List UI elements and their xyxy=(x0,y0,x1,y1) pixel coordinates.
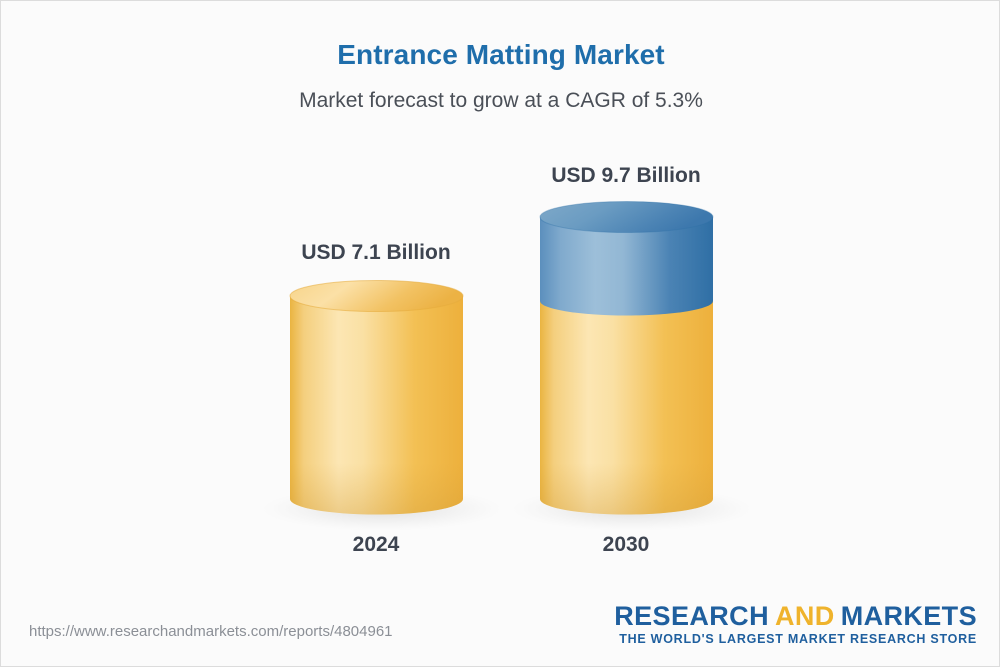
brand-tagline: THE WORLD'S LARGEST MARKET RESEARCH STOR… xyxy=(619,632,977,647)
bar-2024-segment-base-cap xyxy=(290,280,463,312)
bar-2024-value-label: USD 7.1 Billion xyxy=(301,241,451,264)
source-url[interactable]: https://www.researchandmarkets.com/repor… xyxy=(29,623,393,640)
bar-2024-cap-edge xyxy=(289,280,464,312)
bar-2030-bottom-shade xyxy=(540,463,713,515)
bar-2024-bottom-shade xyxy=(290,463,463,515)
research-and-markets-logo[interactable]: RESEARCH AND MARKETS THE WORLD'S LARGEST M… xyxy=(614,602,977,647)
brand-wordmark: RESEARCH AND MARKETS xyxy=(614,602,977,630)
bar-2030-cap-edge xyxy=(539,201,714,233)
chart-subtitle: Market forecast to grow at a CAGR of 5.3… xyxy=(299,89,703,112)
bar-2024-segment-base-body xyxy=(290,296,463,515)
page-title: Entrance Matting Market xyxy=(337,39,665,70)
bar-2030-value-label: USD 9.7 Billion xyxy=(551,164,701,187)
bar-2030-segment-base-body xyxy=(540,301,713,515)
bar-2030-segment-growth-body xyxy=(540,217,713,316)
brand-word-markets: MARKETS xyxy=(840,601,977,631)
brand-word-research: RESEARCH xyxy=(614,601,769,631)
bar-2024[interactable] xyxy=(262,280,502,532)
bar-2030-segment-growth-cap xyxy=(540,201,713,233)
bar-2030[interactable] xyxy=(512,201,752,532)
category-label-2024: 2024 xyxy=(352,533,400,556)
brand-word-and: AND xyxy=(774,601,835,631)
category-label-2030: 2030 xyxy=(602,533,650,556)
